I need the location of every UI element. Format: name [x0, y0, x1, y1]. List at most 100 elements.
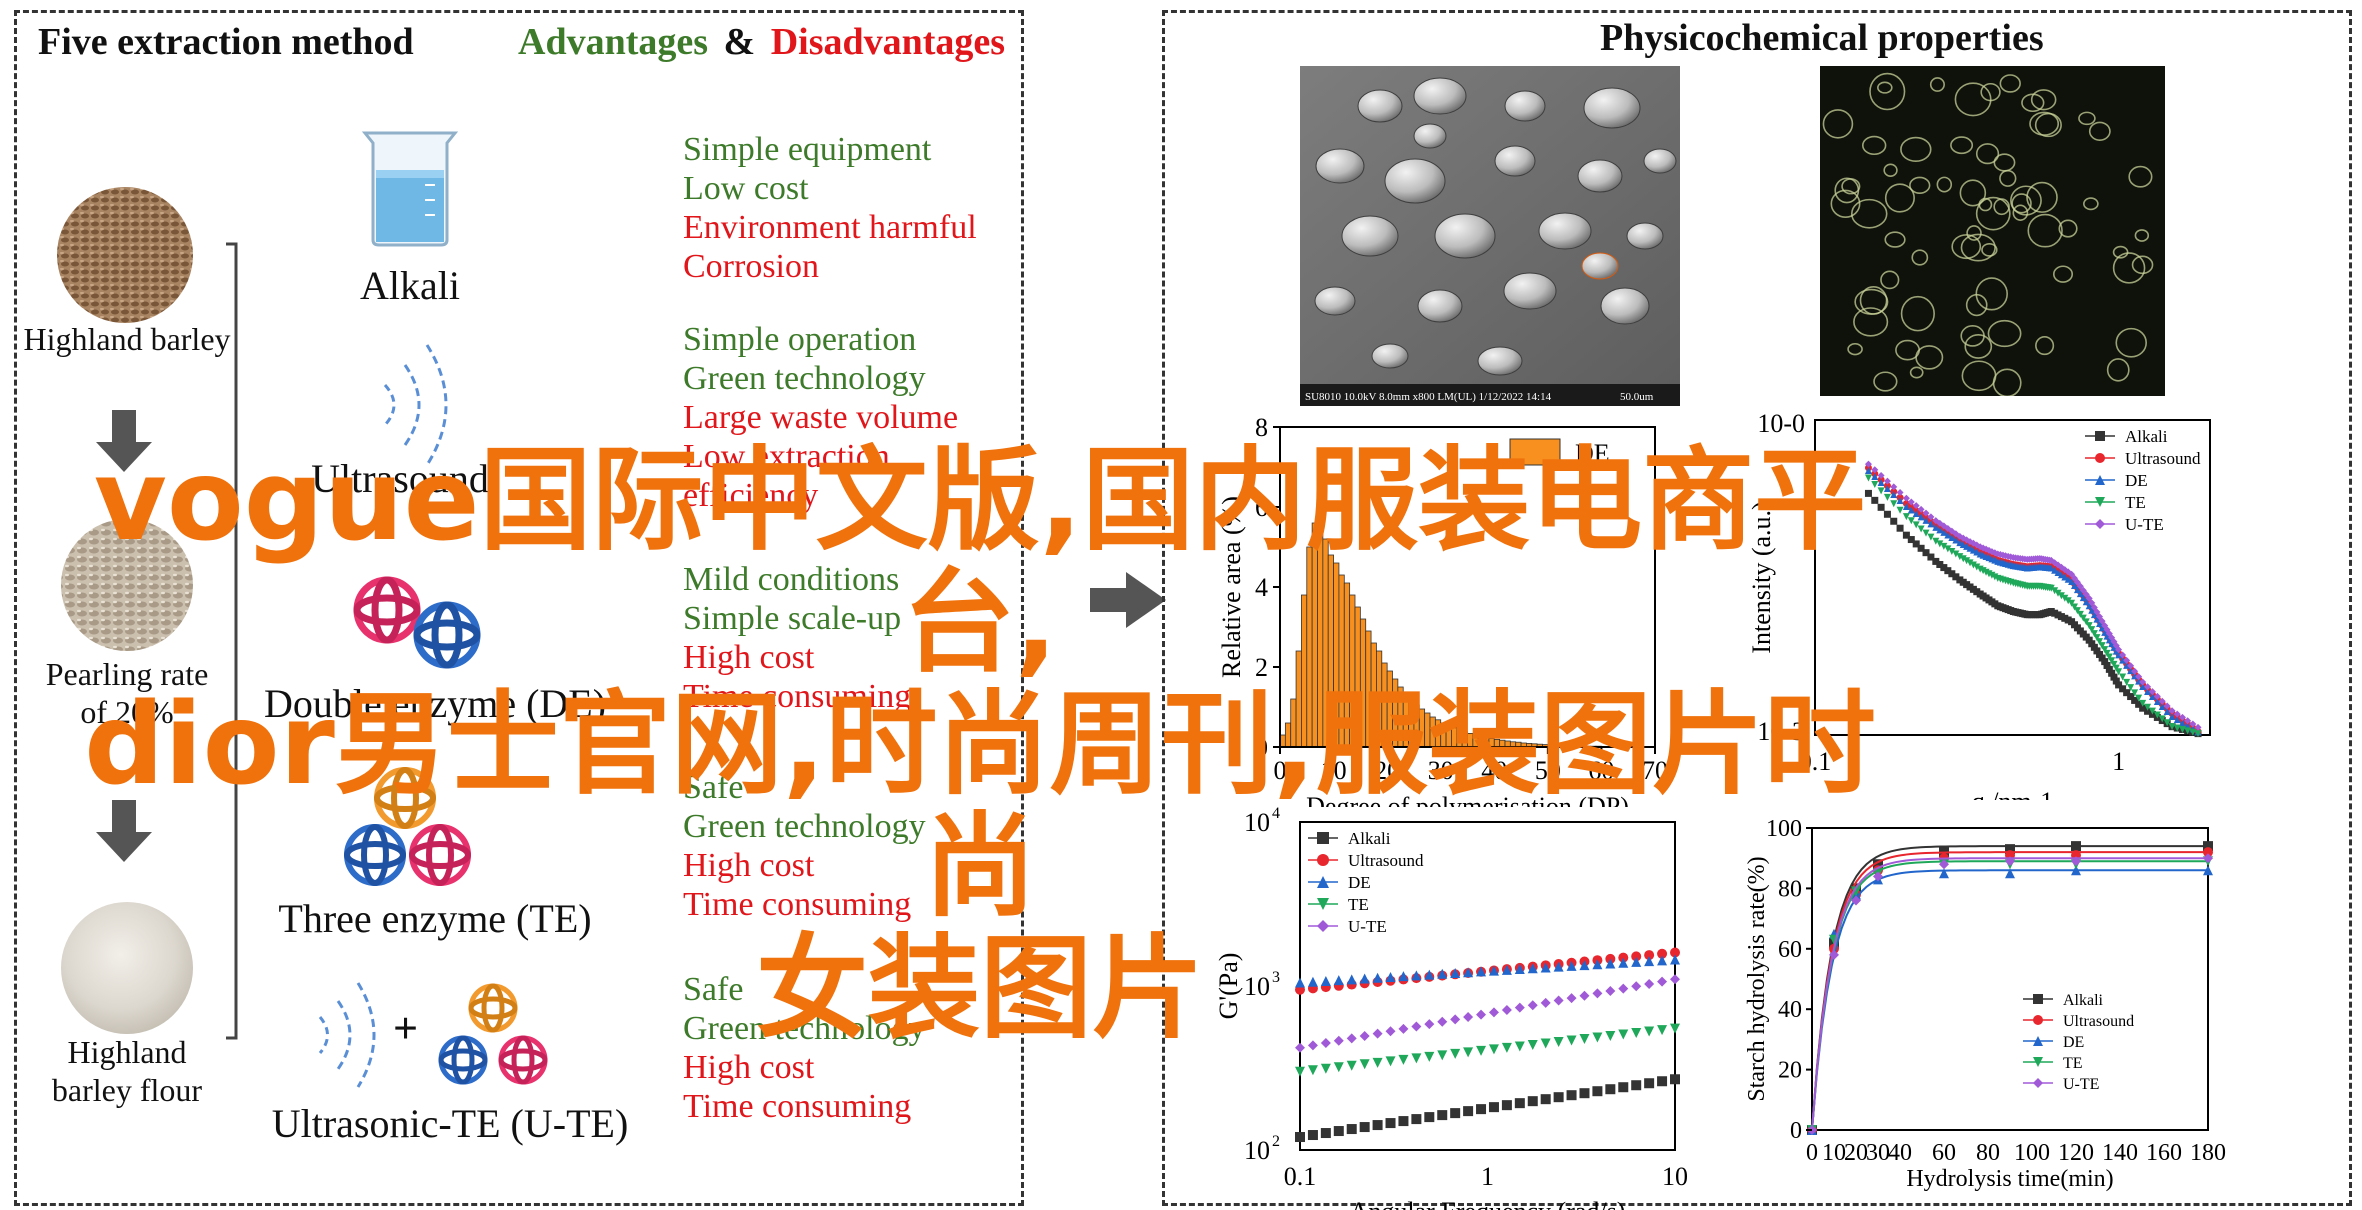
y-axis-label: G'(Pa) — [1214, 953, 1243, 1020]
rheology-point — [1424, 1112, 1434, 1122]
rheology-point — [1373, 1058, 1383, 1068]
histogram-bar — [1425, 713, 1430, 747]
rheology-point — [1605, 1031, 1615, 1041]
source-label-pearling-line2: of 20% — [12, 693, 242, 731]
rheology-point — [1360, 974, 1370, 984]
legend-label: Ultrasound — [1348, 851, 1424, 870]
legend-label: Ultrasound — [2063, 1013, 2134, 1030]
saxs-point — [1884, 494, 1891, 501]
x-tick-label: 40 — [1888, 1140, 1912, 1166]
y-tick-label: 8 — [1255, 413, 1268, 442]
rheology-point — [1386, 1118, 1396, 1128]
rheology-point — [1295, 1067, 1305, 1077]
x-tick-label: 100 — [2014, 1140, 2050, 1166]
x-tick-label: 20 — [1374, 756, 1400, 785]
down-arrow-icon — [94, 800, 154, 865]
rheology-point — [1295, 978, 1305, 988]
x-tick-label: 60 — [1588, 756, 1614, 785]
advantage-item: Safe — [683, 970, 926, 1009]
histogram-bar — [1344, 583, 1349, 747]
legend-label: DE — [2125, 471, 2148, 490]
advantages-label: Advantages — [518, 21, 708, 63]
hydrolysis-fit-line — [1812, 861, 2208, 1130]
histogram-bar — [1462, 732, 1467, 747]
disadvantage-item: Time consuming — [683, 1087, 926, 1126]
rheology-point — [1308, 1065, 1318, 1075]
legend-label: Alkali — [2125, 427, 2168, 446]
rheology-point — [1360, 1059, 1370, 1069]
y-tick-exponent: 2 — [1272, 1133, 1280, 1150]
histogram-bar — [1457, 730, 1462, 747]
rheology-point — [1489, 1044, 1499, 1054]
legend-label: U-TE — [2063, 1076, 2099, 1093]
x-tick-label: 120 — [2058, 1140, 2094, 1166]
rheology-point — [1579, 991, 1589, 1001]
rheology-point — [1528, 1096, 1538, 1106]
y-tick-label: 80 — [1778, 876, 1802, 902]
rheology-point — [1321, 976, 1331, 986]
disadvantage-item: Corrosion — [683, 247, 977, 286]
left-panel-title: Five extraction method — [38, 20, 414, 64]
histogram-bar — [1398, 687, 1403, 747]
rheology-point — [1360, 1122, 1370, 1132]
rheology-point — [1450, 1108, 1460, 1118]
disadvantage-item: High cost — [683, 1048, 926, 1087]
y-tick-label: 40 — [1778, 997, 1802, 1023]
right-arrow-icon — [1090, 570, 1170, 630]
pearled-barley-image — [52, 510, 202, 660]
rheology-point — [1528, 1040, 1538, 1050]
rheology-point — [1373, 973, 1383, 983]
advantage-item: Green technology — [683, 807, 926, 846]
histogram-bar — [1285, 723, 1290, 747]
saxs-point — [1878, 487, 1885, 494]
histogram-bar — [1441, 723, 1446, 747]
rheology-point — [1554, 995, 1564, 1005]
rheology-point — [1541, 1094, 1551, 1104]
rheology-point — [1463, 1012, 1473, 1022]
legend-label: TE — [2063, 1055, 2083, 1072]
rheology-point — [1618, 1030, 1628, 1040]
double-enzyme-icon — [332, 565, 502, 680]
histogram-bar — [1371, 643, 1376, 747]
disadvantages-label: Disadvantages — [771, 21, 1005, 63]
source-label-pearling: Pearling rate of 20% — [12, 655, 242, 732]
y-tick-exponent: 3 — [1272, 969, 1280, 986]
histogram-bar — [1339, 575, 1344, 747]
advantage-item: Mild conditions — [683, 560, 911, 599]
x-tick-label: 0.1 — [1284, 1162, 1317, 1191]
rheology-point — [1644, 1078, 1654, 1088]
rheology-point — [1489, 1007, 1499, 1017]
x-tick-label: 10 — [1321, 756, 1347, 785]
histogram-bar — [1409, 699, 1414, 747]
histogram-bar — [1334, 563, 1339, 747]
rheology-point — [1605, 986, 1615, 996]
y-tick-label: 4 — [1255, 573, 1268, 602]
y-axis-label: Starch hydrolysis rate(%) — [1744, 856, 1770, 1101]
y-tick-label: 10-3 — [1757, 717, 1805, 746]
histogram-bar — [1435, 720, 1440, 747]
saxs-point — [1884, 511, 1891, 518]
y-tick-label: 60 — [1778, 937, 1802, 963]
rheology-chart: 0.1110102103104Angular Frequency (rad/s)… — [1205, 800, 1705, 1210]
ultrasound-wave-icon — [310, 975, 380, 1095]
histogram-bar — [1451, 728, 1456, 747]
x-tick-label: 60 — [1932, 1140, 1956, 1166]
beaker-icon — [355, 125, 465, 250]
histogram-bar — [1307, 547, 1312, 747]
rheology-point — [1515, 1041, 1525, 1051]
sem-caption: SU8010 10.0kV 8.0mm x800 LM(UL) 1/12/202… — [1305, 391, 1552, 403]
rheology-point — [1347, 974, 1357, 984]
rheology-point — [1463, 1106, 1473, 1116]
rheology-point — [1541, 1038, 1551, 1048]
alkali-pros-cons: Simple equipment Low cost Environment ha… — [683, 130, 977, 286]
histogram-bar — [1500, 740, 1505, 747]
rheology-point — [1528, 1000, 1538, 1010]
legend-label: DE — [1575, 439, 1610, 468]
x-tick-label: 180 — [2190, 1140, 2226, 1166]
rheology-point — [1554, 1092, 1564, 1102]
x-tick-label: 20 — [1844, 1140, 1868, 1166]
rheology-point — [1657, 1076, 1667, 1086]
histogram-bar — [1312, 523, 1317, 747]
